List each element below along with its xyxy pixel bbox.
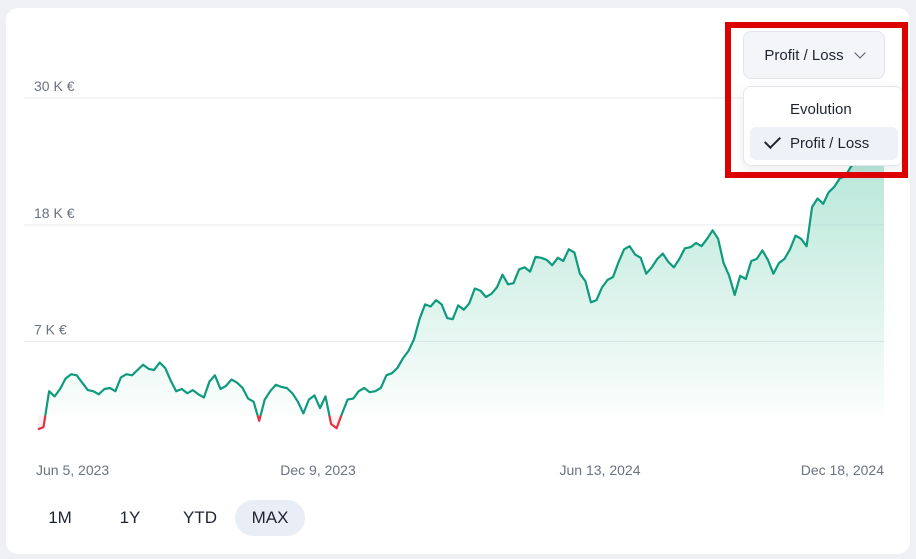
x-tick-label: Dec 9, 2023 (280, 462, 356, 478)
dropdown-selected-label: Profit / Loss (764, 46, 844, 64)
menu-item-evolution[interactable]: Evolution (750, 93, 898, 126)
range-tab-label: 1M (48, 508, 72, 527)
y-tick-label: 7 K € (34, 321, 67, 337)
chart-mode-dropdown[interactable]: Profit / Loss (743, 31, 885, 79)
range-tab-label: MAX (251, 508, 289, 527)
chevron-down-icon (853, 47, 866, 59)
profit-loss-chart: 30 K € 18 K € 7 K € Jun 5, 2023 Dec 9, 2023 J… (24, 78, 886, 478)
range-tab-ytd[interactable]: YTD (170, 500, 230, 536)
menu-item-label: Profit / Loss (790, 135, 870, 152)
range-tab-1y[interactable]: 1Y (100, 500, 160, 536)
area-layer (38, 95, 884, 430)
positive-series-line (44, 95, 886, 416)
check-icon (764, 132, 781, 149)
range-tab-1m[interactable]: 1M (30, 500, 90, 536)
positive-area-fill (45, 95, 884, 416)
chart-mode-menu: Evolution Profit / Loss (743, 86, 903, 166)
x-tick-label: Dec 18, 2024 (801, 462, 884, 478)
y-tick-label: 30 K € (34, 78, 75, 94)
x-tick-label: Jun 13, 2024 (560, 462, 641, 478)
range-tab-label: 1Y (119, 508, 141, 527)
range-tab-max[interactable]: MAX (235, 500, 305, 536)
x-tick-label: Jun 5, 2023 (36, 462, 109, 478)
line-layer (37, 95, 886, 431)
menu-item-profit-loss[interactable]: Profit / Loss (750, 127, 898, 160)
range-tab-label: YTD (183, 508, 217, 527)
y-tick-label: 18 K € (34, 205, 75, 221)
tick-layer: 30 K € 18 K € 7 K € Jun 5, 2023 Dec 9, 2023 J… (34, 78, 884, 478)
menu-item-label: Evolution (790, 101, 852, 118)
